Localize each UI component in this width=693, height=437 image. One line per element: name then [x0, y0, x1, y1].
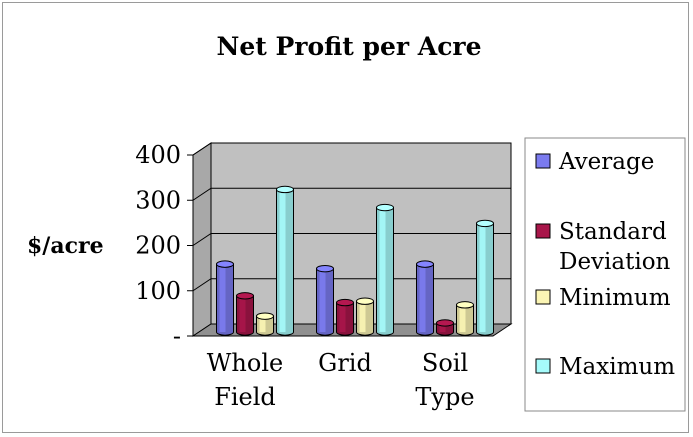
y-tick-label: 100 [135, 277, 181, 305]
bar-top [336, 298, 354, 307]
bar-top [356, 297, 374, 305]
bar [456, 301, 474, 336]
bar-top [416, 260, 434, 268]
gridline [192, 233, 511, 246]
bar-highlight [459, 304, 466, 332]
bar-highlight [339, 302, 346, 332]
bar-top [376, 203, 394, 212]
bar-highlight [439, 322, 446, 332]
bar [316, 264, 334, 336]
bar-highlight [319, 268, 326, 332]
bar-highlight [359, 301, 366, 332]
legend-label: Average [558, 149, 654, 175]
legend-swatch [535, 223, 551, 239]
plot-area: - 100 200 300 400 Whole Field Grid Soil Type [135, 141, 513, 411]
bar [416, 260, 434, 336]
y-tick-label: 400 [135, 141, 181, 169]
legend: Average Standard Deviation Minimum Maximum [524, 137, 686, 412]
gridline [192, 187, 511, 201]
legend-swatch [535, 358, 551, 374]
chart-title: Net Profit per Acre [216, 32, 481, 61]
bar-highlight [239, 295, 246, 332]
gridline [192, 278, 511, 292]
x-tick-label: Field [214, 383, 276, 411]
bar-top [276, 185, 294, 194]
bar [236, 292, 254, 336]
x-tick-label: Grid [318, 349, 372, 377]
bar-top [216, 260, 234, 268]
bar [336, 298, 354, 336]
legend-swatch [535, 153, 551, 169]
y-tick-label: 200 [135, 232, 181, 260]
x-tick-label: Whole [207, 349, 283, 377]
gridline [192, 142, 511, 156]
bar [356, 297, 374, 336]
bar-top [316, 264, 334, 273]
legend-swatch [535, 289, 551, 305]
y-tick-label: 300 [135, 186, 181, 214]
bar-top [436, 319, 454, 327]
bar [276, 185, 294, 336]
legend-label: Deviation [559, 249, 671, 275]
bar-top [476, 219, 494, 228]
bar-highlight [419, 264, 426, 332]
legend-label: Minimum [559, 285, 671, 311]
chart-frame: Net Profit per Acre $/acre - 100 200 300 400… [2, 2, 689, 433]
bar [376, 203, 394, 336]
bar [436, 319, 454, 336]
x-tick-label: Type [415, 383, 474, 411]
bar-top [456, 301, 474, 309]
bar-highlight [219, 264, 226, 332]
bar [216, 260, 234, 336]
bar [476, 219, 494, 336]
legend-label: Maximum [559, 354, 675, 380]
y-axis-label: $/acre [27, 233, 104, 259]
y-tick-label: - [173, 322, 181, 350]
bar-highlight [479, 223, 486, 332]
legend-box [524, 137, 686, 412]
bar-highlight [379, 207, 386, 332]
bar-top [256, 312, 274, 320]
bar [256, 312, 274, 336]
bar-highlight [279, 189, 286, 332]
x-tick-label: Soil [422, 349, 468, 377]
bar-top [236, 292, 254, 300]
bar-highlight [259, 316, 266, 332]
chart-canvas: Net Profit per Acre $/acre - 100 200 300 400… [27, 32, 686, 412]
legend-label: Standard [559, 219, 667, 245]
